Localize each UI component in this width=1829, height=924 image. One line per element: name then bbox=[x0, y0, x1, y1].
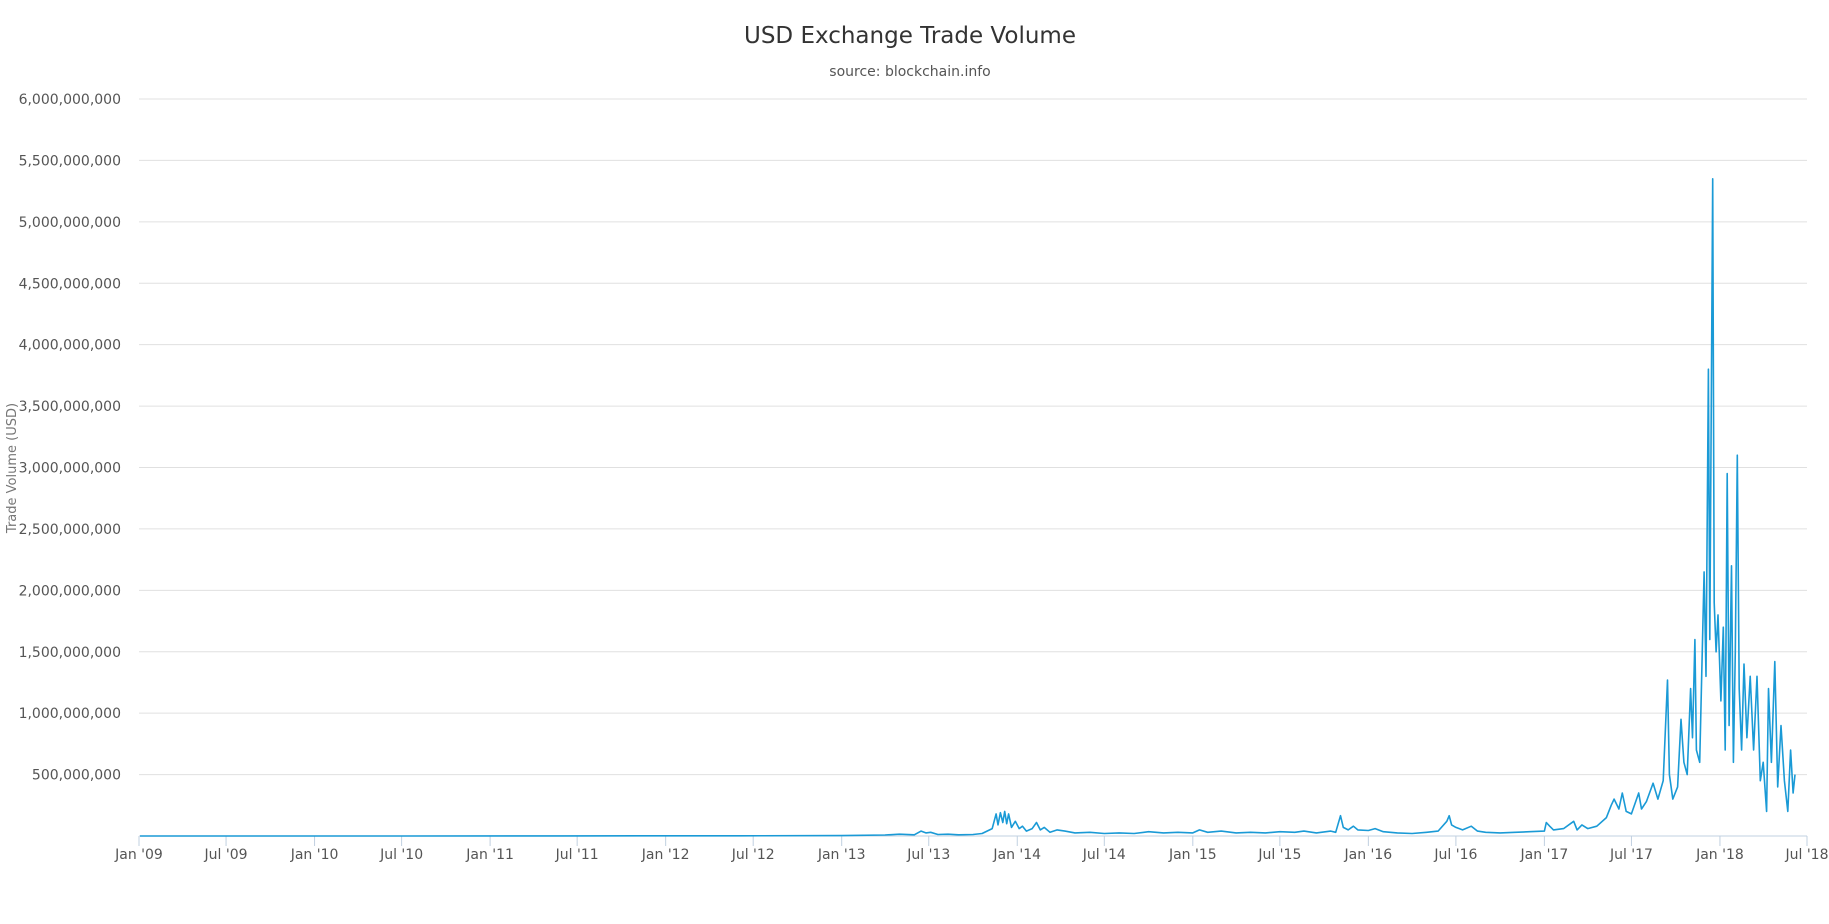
x-tick-label: Jul '17 bbox=[1609, 847, 1653, 863]
x-tick-label: Jul '09 bbox=[204, 847, 248, 863]
gridlines bbox=[139, 98, 1807, 776]
y-tick-label: 1,000,000,000 bbox=[19, 706, 121, 722]
x-tick-label: Jul '11 bbox=[555, 847, 599, 863]
series-group bbox=[140, 178, 1796, 837]
x-tick-label: Jul '12 bbox=[731, 847, 775, 863]
y-tick-label: 5,500,000,000 bbox=[19, 153, 121, 169]
x-tick-label: Jan '09 bbox=[114, 847, 163, 863]
y-tick-label: 3,500,000,000 bbox=[19, 399, 121, 415]
y-tick-label: 2,000,000,000 bbox=[19, 583, 121, 599]
x-tick-label: Jan '15 bbox=[1168, 847, 1217, 863]
y-tick-label: 500,000,000 bbox=[32, 768, 121, 784]
y-tick-label: 6,000,000,000 bbox=[19, 92, 121, 108]
y-axis-ticks: 500,000,000 1,000,000,000 1,500,000,000 2,0… bbox=[19, 92, 121, 784]
y-axis-label: Trade Volume (USD) bbox=[5, 403, 20, 534]
chart-title: USD Exchange Trade Volume bbox=[744, 23, 1076, 49]
x-tick-label: Jan '18 bbox=[1695, 847, 1744, 863]
x-tick-label: Jan '17 bbox=[1520, 847, 1569, 863]
x-tick-label: Jul '15 bbox=[1257, 847, 1301, 863]
x-tick-label: Jan '10 bbox=[290, 847, 339, 863]
x-tick-label: Jul '13 bbox=[906, 847, 950, 863]
y-tick-label: 2,500,000,000 bbox=[19, 522, 121, 538]
y-tick-label: 1,500,000,000 bbox=[19, 645, 121, 661]
x-tick-label: Jan '11 bbox=[465, 847, 514, 863]
y-tick-label: 4,000,000,000 bbox=[19, 338, 121, 354]
x-tick-label: Jul '10 bbox=[379, 847, 423, 863]
series-line-0 bbox=[140, 178, 1796, 837]
x-tick-label: Jul '14 bbox=[1082, 847, 1126, 863]
y-tick-label: 5,000,000,000 bbox=[19, 215, 121, 231]
x-tick-label: Jul '16 bbox=[1433, 847, 1477, 863]
y-tick-label: 4,500,000,000 bbox=[19, 276, 121, 292]
x-axis-ticks: Jan '09 Jul '09 Jan '10 Jul '10 Jan '11 Jul '… bbox=[114, 836, 1829, 863]
x-tick-label: Jan '16 bbox=[1344, 847, 1393, 863]
x-tick-label: Jan '14 bbox=[992, 847, 1041, 863]
x-tick-label: Jan '13 bbox=[817, 847, 866, 863]
chart-subtitle: source: blockchain.info bbox=[829, 64, 990, 80]
x-tick-label: Jul '18 bbox=[1784, 847, 1828, 863]
y-tick-label: 3,000,000,000 bbox=[19, 461, 121, 477]
x-tick-label: Jan '12 bbox=[641, 847, 690, 863]
